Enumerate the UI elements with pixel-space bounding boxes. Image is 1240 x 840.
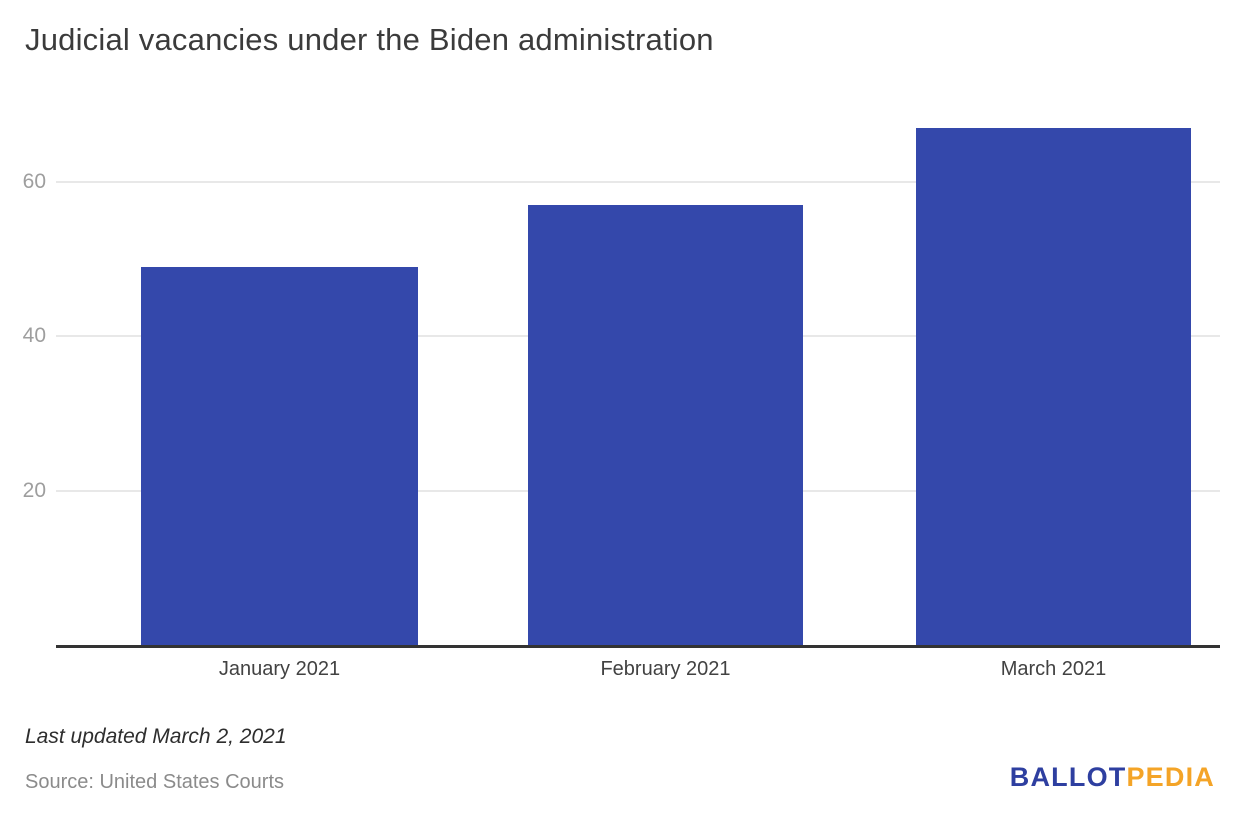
gridline [56, 180, 1220, 183]
source-note: Source: United States Courts [25, 771, 285, 793]
y-tick-label: 20 [22, 478, 46, 502]
y-tick-label: 40 [22, 324, 46, 348]
last-updated-note: Last updated March 2, 2021 [25, 725, 287, 748]
logo-part-ballot: BALLOT [1009, 762, 1127, 792]
x-tick-label: January 2021 [218, 658, 341, 680]
chart-title: Judicial vacancies under the Biden admin… [25, 22, 714, 57]
x-tick-label: March 2021 [1000, 658, 1107, 680]
plot-area [56, 97, 1220, 648]
x-tick-label: February 2021 [600, 658, 731, 680]
logo-part-pedia: PEDIA [1126, 762, 1215, 792]
y-tick-label: 60 [22, 169, 46, 193]
bar-february-2021 [528, 205, 803, 645]
bar-march-2021 [916, 128, 1191, 645]
bar-january-2021 [141, 267, 418, 645]
ballotpedia-logo: BALLOTPEDIA [1010, 762, 1215, 793]
